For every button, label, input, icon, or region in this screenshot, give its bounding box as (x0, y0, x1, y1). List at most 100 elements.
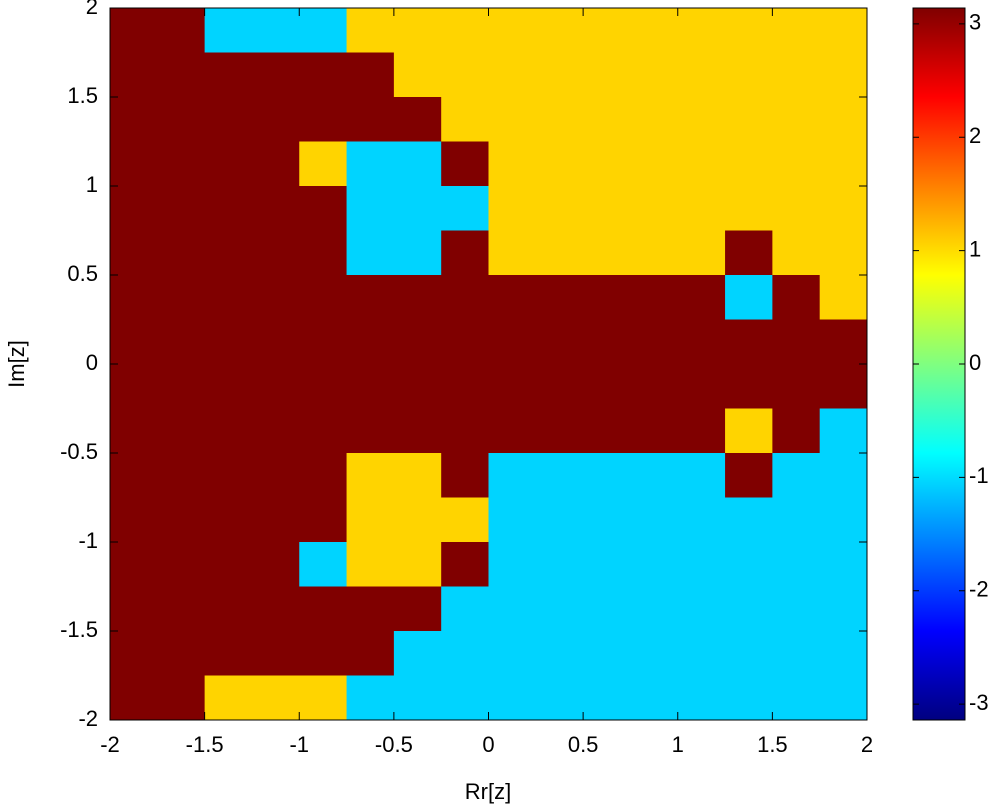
heatmap-cell (299, 586, 348, 632)
heatmap-cell (110, 186, 158, 231)
heatmap-cell (251, 542, 300, 587)
heatmap-cell (204, 497, 253, 543)
heatmap-cell (630, 586, 679, 632)
x-tick-label: 0 (482, 732, 494, 757)
heatmap-cell (677, 97, 726, 142)
heatmap-cell (393, 186, 442, 231)
heatmap-cell (819, 364, 868, 409)
heatmap-cell (393, 275, 442, 320)
heatmap-cell (441, 141, 489, 187)
heatmap-cell (110, 319, 158, 365)
heatmap-cell (819, 97, 868, 142)
heatmap-cell (772, 364, 821, 409)
y-tick-label: -1 (78, 528, 98, 553)
heatmap-cell (630, 52, 679, 98)
heatmap-cell (441, 675, 489, 721)
heatmap-cell (488, 453, 537, 498)
heatmap-cell (488, 542, 537, 587)
heatmap-cell (110, 631, 158, 676)
heatmap-cell (251, 141, 300, 187)
heatmap-cell (535, 364, 584, 409)
heatmap-cell (583, 230, 631, 276)
x-tick-label: -1 (289, 732, 309, 757)
y-tick-label: 1 (86, 172, 98, 197)
heatmap-cell (204, 631, 253, 676)
heatmap-cell (393, 52, 442, 98)
heatmap-cell (346, 230, 395, 276)
heatmap-cell (110, 8, 158, 53)
heatmap-cell (583, 497, 631, 543)
heatmap-cell (393, 97, 442, 142)
heatmap-cell (204, 319, 253, 365)
y-tick-label: 0 (86, 350, 98, 375)
heatmap-cell (251, 631, 300, 676)
heatmap-cell (441, 453, 489, 498)
heatmap-cell (110, 141, 158, 187)
colorbar-tick-label: -2 (969, 577, 989, 602)
heatmap-cell (630, 542, 679, 587)
heatmap-cell (157, 631, 206, 676)
heatmap-cell (677, 8, 726, 53)
heatmap-cell (630, 408, 679, 454)
heatmap-cell (346, 586, 395, 632)
heatmap-cell (677, 52, 726, 98)
heatmap-cell (725, 586, 773, 632)
heatmap-cell (772, 97, 821, 142)
heatmap-cell (630, 497, 679, 543)
heatmap-cell (535, 141, 584, 187)
heatmap-cell (441, 542, 489, 587)
heatmap-cell (110, 497, 158, 543)
heatmap-cell (251, 364, 300, 409)
colorbar-tick-label: 1 (969, 236, 981, 261)
heatmap-cell (819, 319, 868, 365)
heatmap-cell (393, 453, 442, 498)
heatmap-cell (110, 408, 158, 454)
heatmap-cell (204, 8, 253, 53)
heatmap-cell (677, 408, 726, 454)
heatmap-cell (725, 675, 773, 721)
heatmap-cell (251, 275, 300, 320)
heatmap-cell (110, 230, 158, 276)
heatmap-cell (535, 275, 584, 320)
heatmap-cell (251, 675, 300, 721)
heatmap-cell (488, 364, 537, 409)
heatmap-cell (346, 186, 395, 231)
heatmap-cell (299, 631, 348, 676)
heatmap-cell (204, 186, 253, 231)
heatmap-cell (346, 542, 395, 587)
heatmap-cell (725, 497, 773, 543)
heatmap-cell (677, 319, 726, 365)
heatmap-cell (157, 141, 206, 187)
heatmap-cell (772, 275, 821, 320)
heatmap-cell (819, 675, 868, 721)
heatmap-cell (819, 52, 868, 98)
colorbar-tick-label: -1 (969, 463, 989, 488)
heatmap-cell (630, 364, 679, 409)
heatmap-cell (441, 364, 489, 409)
heatmap-cell (488, 97, 537, 142)
colorbar-tick-label: 0 (969, 350, 981, 375)
heatmap-cell (677, 453, 726, 498)
heatmap-cell (725, 186, 773, 231)
heatmap-cell (157, 364, 206, 409)
heatmap-cell (299, 97, 348, 142)
heatmap-cell (299, 230, 348, 276)
heatmap-cell (583, 675, 631, 721)
heatmap-cell (535, 631, 584, 676)
heatmap-cell (110, 586, 158, 632)
heatmap-cell (583, 52, 631, 98)
x-tick-label: -1.5 (186, 732, 224, 757)
heatmap-cell (346, 141, 395, 187)
heatmap-cell (488, 275, 537, 320)
heatmap-cell (110, 97, 158, 142)
heatmap-cell (725, 631, 773, 676)
heatmap-cell (819, 275, 868, 320)
heatmap-cell (346, 631, 395, 676)
heatmap-cell (441, 275, 489, 320)
heatmap-cell (157, 675, 206, 721)
heatmap-cell (157, 97, 206, 142)
y-tick-label: -2 (78, 706, 98, 731)
heatmap-cell (725, 453, 773, 498)
heatmap-cell (346, 408, 395, 454)
